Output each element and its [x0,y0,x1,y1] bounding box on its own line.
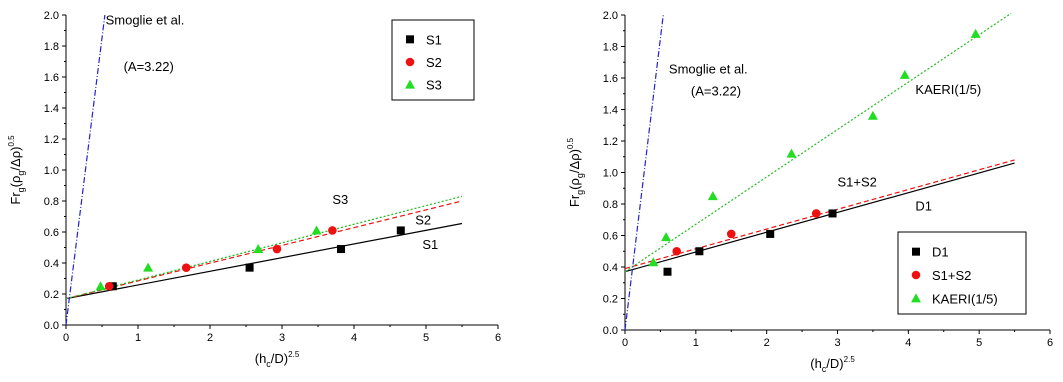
x-axis-label: (hc/D)2.5 [810,355,855,374]
annotation-label: S1+S2 [838,175,877,190]
data-point-s3 [253,244,264,254]
data-point-kaeri-1-5 [707,191,718,201]
data-point-s2 [104,281,114,291]
annotation-label: (A=3.22) [124,59,174,74]
data-point-s1 [245,263,254,272]
x-tick-label: 4 [351,332,357,344]
annotation-label: S1 [422,237,438,252]
x-tick-label: 6 [495,332,501,344]
y-tick-label: 1.6 [44,72,59,84]
annotation-label: S2 [415,212,431,227]
data-point-d1 [695,247,704,256]
legend-marker [911,293,921,303]
data-point-d1 [663,267,672,276]
data-point-s1-s2 [811,209,821,218]
annotation-label: KAERI(1/5) [915,82,981,97]
annotation-label: (A=3.22) [691,83,741,98]
data-point-s2 [328,226,337,235]
fit-line-s2 [65,200,463,300]
data-point-s3 [95,281,106,291]
x-tick-label: 1 [693,337,699,349]
data-point-s2 [272,244,282,254]
fit-line-s3 [65,195,463,300]
legend-label: KAERI(1/5) [932,291,998,306]
x-tick-label: 3 [834,337,840,349]
legend-marker [912,247,920,256]
x-tick-label: 6 [1047,337,1053,349]
y-tick-label: 1.8 [603,42,618,54]
y-tick-label: 1.8 [44,41,59,53]
y-tick-label: 0.2 [603,294,618,306]
chart-left: 0 1 2 3 4 5 6 0.0 0.2 0.4 0.6 0.8 1.0 1.2 1.4 1.6 1.8 2.0… [7,10,501,369]
y-tick-label: 0.2 [44,289,59,301]
legend-box [391,19,475,101]
x-tick-label: 0 [63,332,69,344]
x-tick-label: 3 [279,332,285,344]
x-axis-label: (hc/D)2.5 [255,350,300,369]
data-point-s3 [143,262,154,272]
x-tick-label: 4 [905,337,911,349]
legend-marker [405,57,415,67]
y-tick-label: 1.6 [603,73,618,85]
fit-line-smoglie-et-al [65,14,106,326]
legend-label: S1+S2 [932,268,971,283]
x-tick-label: 5 [423,332,429,344]
y-tick-label: 0.0 [44,320,59,332]
x-tick-label: 2 [764,337,770,349]
x-tick-label: 5 [976,337,982,349]
data-point-kaeri-1-5 [648,257,659,267]
data-point-kaeri-1-5 [786,148,797,158]
data-point-s1-s2 [726,229,736,239]
y-tick-label: 2.0 [603,10,618,22]
data-point-s1 [337,245,346,254]
fit-line-kaeri-1-5 [624,12,1012,273]
x-tick-label: 1 [135,332,141,344]
y-tick-label: 0.8 [44,196,59,208]
legend-label: S1 [426,32,442,47]
y-tick-label: 0.8 [603,199,618,211]
y-axis-label: Frg(ρg/Δρ)0.5 [566,137,585,207]
y-tick-label: 1.0 [603,168,618,180]
fit-line-d1 [624,162,1015,273]
x-tick-label: 0 [622,337,628,349]
y-tick-label: 1.2 [44,134,59,146]
annotation-label: Smoglie et al. [106,12,185,27]
data-point-kaeri-1-5 [867,110,878,120]
annotation-label: S3 [332,192,348,207]
y-tick-label: 1.0 [44,165,59,177]
data-point-kaeri-1-5 [899,69,910,79]
annotation-label: Smoglie et al. [669,61,748,76]
legend-marker [406,35,414,44]
annotation-label: D1 [915,198,932,213]
data-point-d1 [766,229,775,238]
fit-line-s1 [65,222,463,300]
data-point-kaeri-1-5 [970,28,981,38]
y-tick-label: 0.0 [603,325,618,337]
y-tick-label: 1.4 [603,105,618,117]
legend-label: D1 [932,245,949,260]
legend-marker [405,79,415,89]
data-point-s2 [181,263,191,272]
data-point-s1-s2 [672,246,682,256]
y-axis-label: Frg(ρg/Δρ)0.5 [7,135,26,205]
data-point-s3 [311,225,322,235]
chart-right: 0 1 2 3 4 5 6 0.0 0.2 0.4 0.6 0.8 1.0 1.2 1.4 1.6 1.8 2.0… [566,10,1053,374]
y-tick-label: 0.4 [603,262,618,274]
y-tick-label: 0.6 [603,231,618,243]
legend-label: S2 [426,55,442,70]
y-tick-label: 2.0 [44,10,59,22]
y-tick-label: 0.6 [44,227,59,239]
data-point-d1 [828,209,837,218]
fit-line-smoglie-et-al [624,14,664,331]
legend-label: S3 [426,78,442,93]
y-tick-label: 1.4 [44,103,59,115]
y-tick-label: 0.4 [44,258,59,270]
y-tick-label: 1.2 [603,136,618,148]
data-point-kaeri-1-5 [661,232,672,242]
x-tick-label: 2 [207,332,213,344]
legend-marker [911,270,921,280]
data-point-s1 [396,226,405,235]
